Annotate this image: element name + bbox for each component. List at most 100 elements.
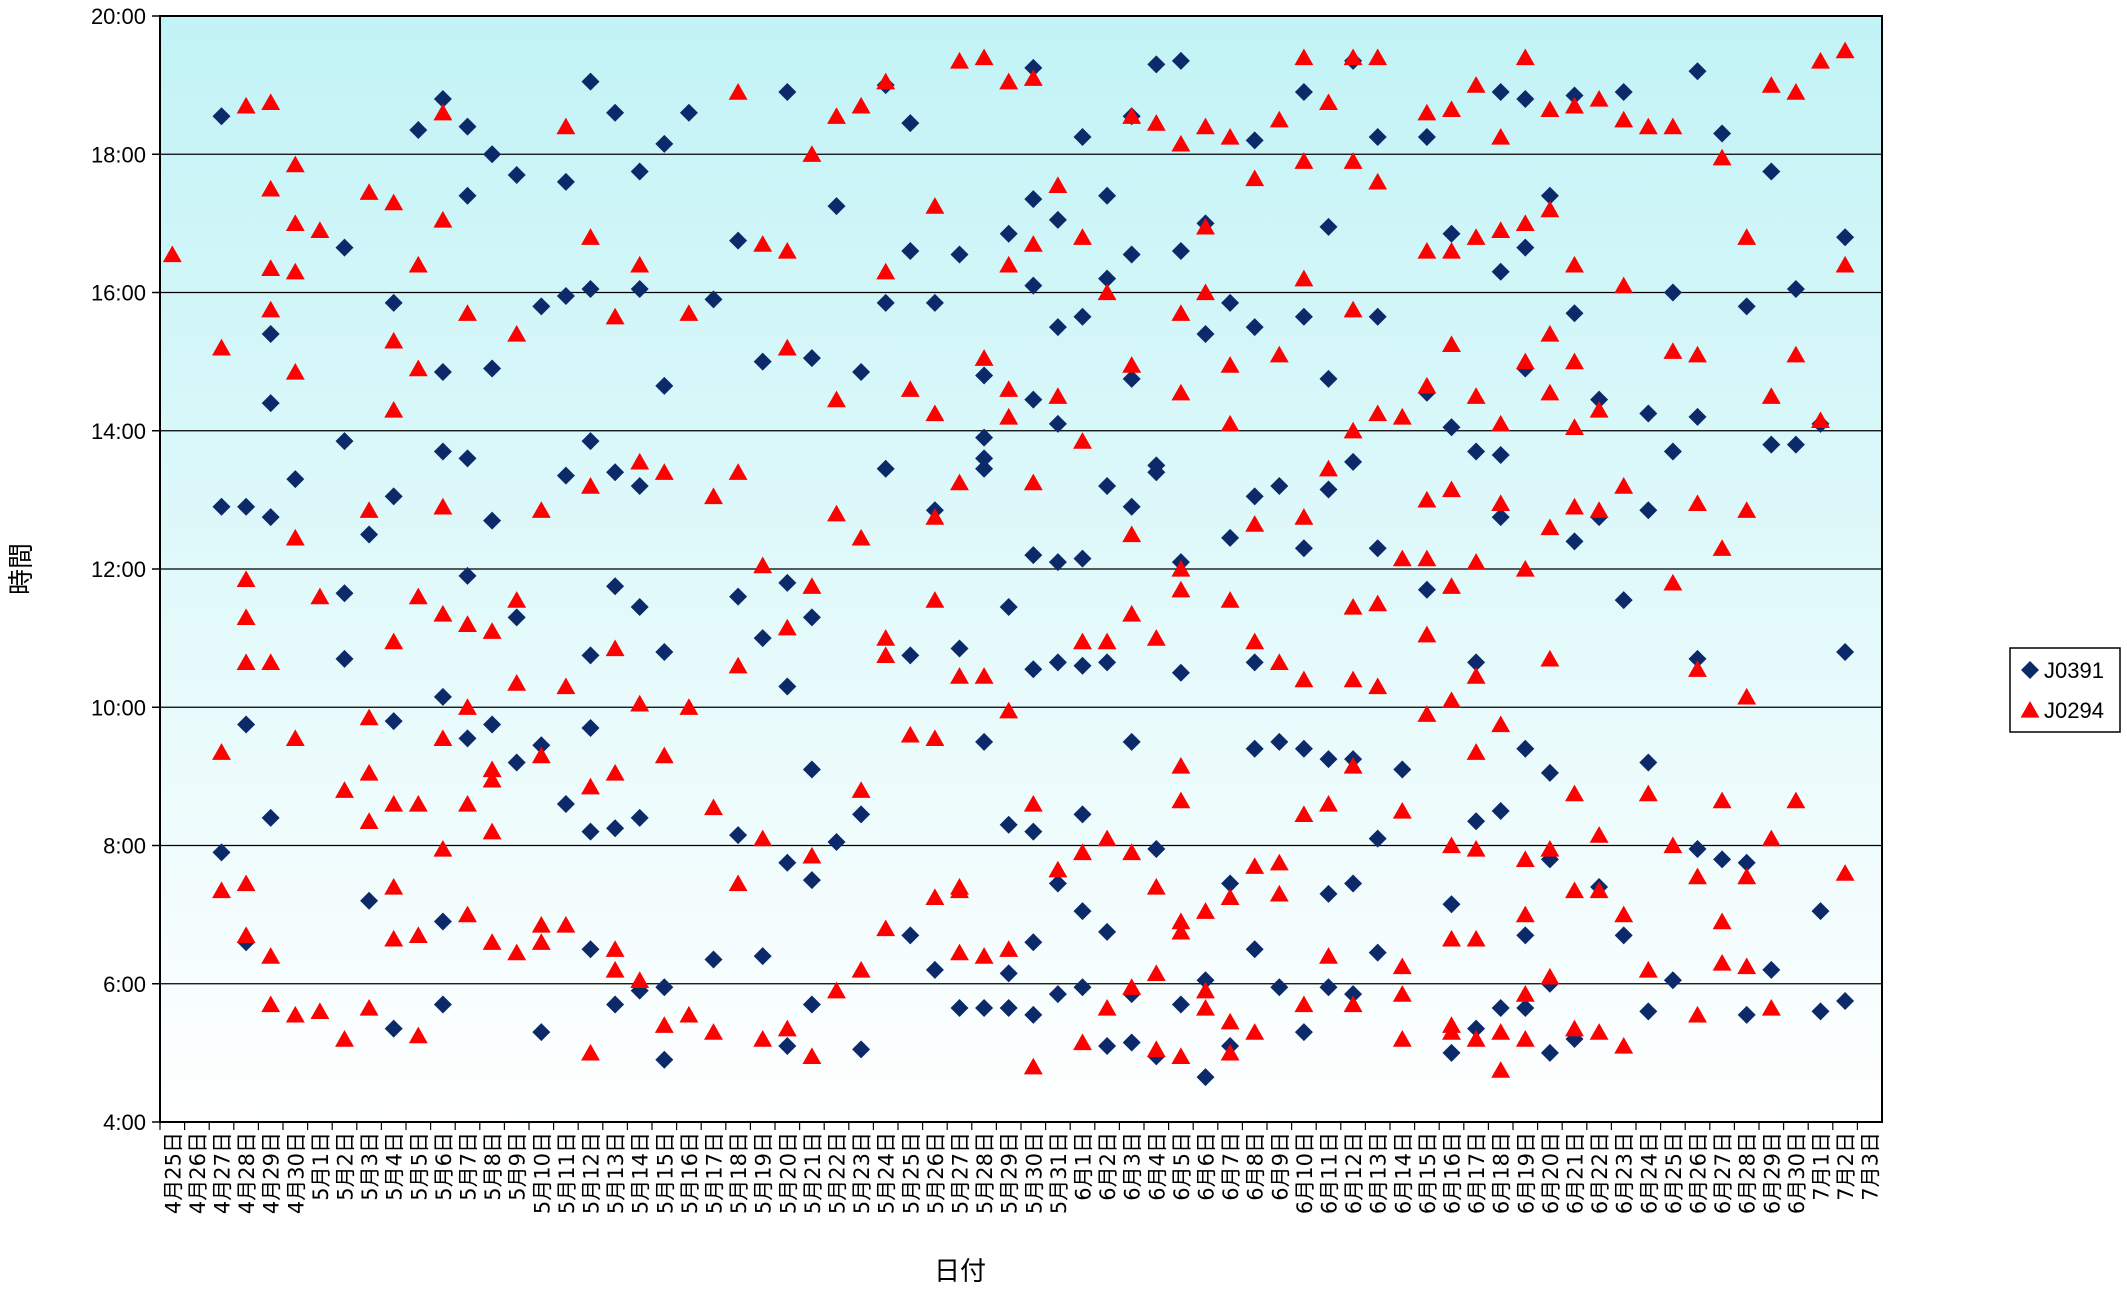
data-point	[901, 646, 920, 665]
data-point	[1786, 791, 1806, 809]
data-point	[408, 587, 428, 605]
data-point	[925, 591, 945, 608]
data-point	[1540, 649, 1560, 667]
data-point	[1786, 435, 1805, 454]
data-point	[1220, 127, 1240, 145]
data-point	[581, 718, 600, 737]
y-axis-ticks: 4:00 6:00 8:00 10:00 12:00 14:00 16:00 18:00 20:…	[91, 4, 160, 1135]
y-tick-label: 18:00	[91, 142, 146, 167]
data-point	[1023, 795, 1043, 812]
x-tick-label: 5月18日	[727, 1132, 751, 1214]
data-point	[556, 172, 575, 191]
data-point	[852, 805, 871, 824]
data-point	[827, 981, 846, 999]
data-point	[974, 667, 994, 684]
data-point	[1688, 62, 1707, 81]
data-point	[1516, 998, 1535, 1017]
x-tick-label: 5月23日	[850, 1132, 874, 1214]
data-point	[729, 587, 748, 606]
data-point	[1663, 342, 1683, 359]
data-point	[802, 760, 821, 779]
data-point	[261, 808, 280, 827]
data-point	[802, 846, 822, 864]
data-point	[900, 380, 920, 397]
data-point	[950, 245, 969, 264]
x-tick-label: 5月30日	[1022, 1132, 1046, 1214]
data-point	[852, 1040, 871, 1059]
data-point	[729, 826, 748, 845]
data-point	[1442, 224, 1461, 243]
data-point	[1565, 96, 1584, 114]
data-point	[1146, 1040, 1166, 1058]
data-point	[778, 1036, 797, 1055]
data-point	[654, 463, 674, 480]
data-point	[1073, 1033, 1092, 1051]
data-point	[1196, 902, 1215, 919]
data-point	[360, 891, 379, 910]
data-point	[975, 459, 994, 478]
data-point	[1245, 131, 1264, 150]
data-point	[1663, 573, 1683, 591]
y-tick-label: 8:00	[103, 834, 146, 859]
data-point	[1516, 89, 1535, 108]
data-point	[1270, 732, 1289, 751]
data-point	[1467, 1019, 1486, 1038]
x-tick-label: 5月11日	[555, 1132, 579, 1214]
data-point	[1269, 345, 1289, 363]
x-tick-label: 6月1日	[1072, 1132, 1096, 1201]
data-point	[901, 242, 920, 261]
data-point	[261, 508, 280, 527]
data-point	[581, 777, 600, 795]
data-point	[1024, 276, 1043, 295]
data-point	[704, 798, 723, 816]
data-point	[1073, 549, 1092, 568]
data-point	[1491, 221, 1511, 238]
data-point	[753, 947, 772, 966]
data-point	[1836, 992, 1855, 1011]
data-point	[1639, 501, 1658, 520]
data-point	[483, 145, 502, 164]
data-point	[237, 497, 256, 516]
data-point	[236, 653, 256, 670]
data-point	[605, 940, 625, 957]
x-tick-label: 5月10日	[530, 1132, 554, 1214]
data-point	[1491, 998, 1510, 1017]
data-point	[384, 331, 404, 349]
data-point	[777, 1019, 797, 1037]
y-tick-label: 12:00	[91, 557, 146, 582]
data-point	[1417, 103, 1437, 121]
x-tick-label: 6月21日	[1564, 1132, 1588, 1214]
data-point	[237, 715, 256, 734]
data-point	[532, 1023, 551, 1042]
data-point	[384, 632, 404, 650]
data-point	[1294, 269, 1314, 287]
series-J0391	[212, 51, 1855, 1087]
data-point	[1761, 998, 1781, 1016]
data-point	[1171, 134, 1191, 152]
data-point	[433, 995, 452, 1014]
data-point	[753, 1030, 773, 1047]
data-point	[802, 1047, 822, 1064]
data-point	[1442, 1023, 1461, 1040]
x-tick-label: 4月27日	[211, 1132, 235, 1214]
data-point	[1442, 100, 1461, 117]
data-point	[408, 255, 428, 273]
x-tick-label: 5月16日	[678, 1132, 702, 1214]
data-point	[1786, 83, 1806, 100]
data-point	[1122, 604, 1142, 622]
data-point	[1392, 985, 1412, 1002]
x-tick-label: 6月23日	[1613, 1132, 1637, 1214]
x-tick-label: 5月6日	[432, 1132, 456, 1201]
data-point	[581, 280, 600, 299]
data-point	[1392, 549, 1412, 567]
data-point	[1024, 390, 1043, 409]
x-tick-label: 6月12日	[1342, 1132, 1366, 1214]
data-point	[1098, 269, 1117, 288]
legend-label: J0294	[2044, 698, 2104, 723]
data-point	[1614, 83, 1633, 102]
data-point	[1171, 51, 1190, 70]
data-point	[1540, 839, 1560, 857]
data-point	[556, 286, 575, 305]
gridlines	[160, 153, 1882, 985]
data-point	[1220, 414, 1240, 432]
